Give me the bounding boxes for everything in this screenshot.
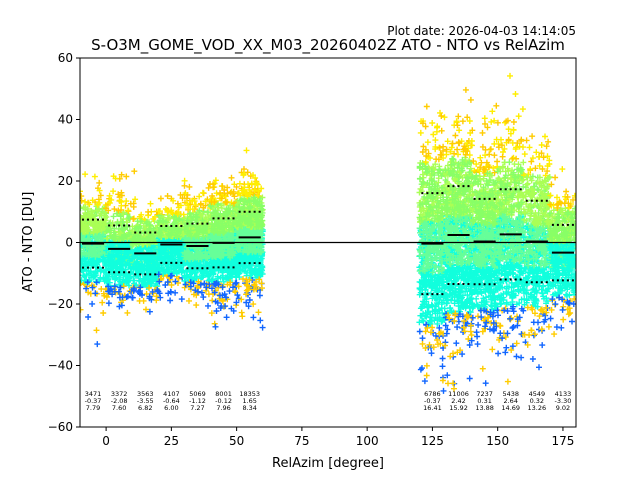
axes: 0 25 50 75 100 125 150 175 −60 −40 −20 0 20 40 60: [48, 51, 575, 448]
scatter-marker-group: [469, 170, 501, 228]
bin-std-label: 15.92: [449, 404, 468, 412]
scatter-marker-group: [416, 220, 449, 276]
bin-std-label: 16.41: [423, 404, 442, 412]
scatter-marker-group: [235, 147, 265, 200]
x-tick-label: 125: [421, 434, 444, 448]
y-axis-label: ATO - NTO [DU]: [21, 192, 36, 293]
scatter-marker-group: [105, 283, 136, 310]
bin-count-label: 18353: [239, 390, 260, 398]
bin-count-label: 3372: [111, 390, 128, 398]
bin-count-label: 3563: [137, 390, 154, 398]
y-tick-label: 0: [65, 236, 73, 250]
scatter-marker-group: [419, 103, 448, 384]
scatter-marker-group: [468, 307, 501, 387]
scatter-marker-group: [521, 222, 553, 269]
bin-count-label: 6786: [424, 390, 441, 398]
bin-mean-label: -3.30: [555, 397, 572, 405]
bin-mean-label: 0.32: [530, 397, 544, 405]
scatter-marker-group: [547, 238, 576, 299]
bin-count-label: 3471: [85, 390, 102, 398]
scatter-marker-group: [83, 279, 101, 348]
bin-count-label: 4549: [529, 390, 546, 398]
scatter-marker-group: [155, 197, 187, 218]
scatter-marker-group: [547, 205, 576, 245]
x-tick-label: 150: [486, 434, 509, 448]
bin-mean-label: 1.65: [242, 397, 256, 405]
bin-mean-label: 0.31: [477, 397, 491, 405]
bin-mean-label: 2.42: [451, 397, 465, 405]
x-tick-label: 175: [551, 434, 574, 448]
scatter-marker-group: [443, 86, 475, 392]
bin-std-label: 6.82: [138, 404, 152, 412]
bin-std-label: 7.60: [112, 404, 126, 412]
bin-std-label: 13.88: [475, 404, 494, 412]
bin-std-label: 7.79: [86, 404, 100, 412]
bin-std-label: 9.02: [556, 404, 570, 412]
bin-mean-label: -0.37: [424, 397, 441, 405]
bin-count-label: 5069: [189, 390, 206, 398]
x-tick-label: 75: [294, 434, 309, 448]
y-tick-label: 40: [58, 113, 73, 127]
scatter-marker-group: [233, 194, 266, 230]
x-tick-label: 100: [356, 434, 379, 448]
scatter-marker-group: [417, 109, 448, 165]
bin-mean-label: -3.55: [137, 397, 154, 405]
bin-count-label: 5438: [502, 390, 519, 398]
scatter-marker-group: [106, 173, 131, 214]
y-tick-label: −40: [48, 359, 73, 373]
scatter-marker-group: [442, 310, 475, 387]
scatter-marker-group: [209, 279, 240, 330]
bin-std-label: 14.69: [501, 404, 520, 412]
bin-std-label: 7.27: [190, 404, 204, 412]
scatter-points: [80, 72, 576, 394]
x-tick-label: 50: [229, 434, 244, 448]
bin-stat-labels: 3471-0.377.793372-2.087.603563-3.556.824…: [85, 390, 572, 412]
plot-date: Plot date: 2026-04-03 14:14:05: [387, 24, 576, 38]
bin-mean-label: -0.12: [215, 397, 232, 405]
bin-count-label: 7237: [476, 390, 493, 398]
y-tick-label: −60: [48, 420, 73, 434]
bin-std-label: 13.26: [528, 404, 547, 412]
scatter-marker-group: [155, 271, 186, 304]
bin-std-label: 8.34: [242, 404, 256, 412]
bin-mean-label: -0.64: [163, 397, 180, 405]
bin-count-label: 4107: [163, 390, 180, 398]
bin-count-label: 8001: [215, 390, 232, 398]
scatter-marker-group: [520, 174, 553, 228]
x-axis-label: RelAzim [degree]: [272, 456, 384, 471]
bin-count-label: 4133: [555, 390, 572, 398]
bin-mean-label: 2.64: [503, 397, 517, 405]
plot-frame: [79, 57, 577, 428]
y-tick-label: 20: [58, 174, 73, 188]
y-tick-label: −20: [48, 297, 73, 311]
chart-title: S-O3M_GOME_VOD_XX_M03_20260402Z ATO - NT…: [91, 36, 565, 55]
x-tick-label: 0: [102, 434, 110, 448]
bin-mean-label: -2.08: [111, 397, 128, 405]
bin-mean-label: -0.37: [85, 397, 102, 405]
scatter-marker-group: [468, 108, 501, 176]
scatter-marker-group: [155, 212, 186, 240]
scatter-marker-group: [495, 303, 527, 361]
scatter-marker-group: [182, 279, 213, 309]
scatter-marker-group: [521, 133, 553, 179]
x-tick-label: 25: [164, 434, 179, 448]
y-tick-label: 60: [58, 51, 73, 65]
bin-mean-label: -1.12: [189, 397, 206, 405]
bin-std-label: 7.96: [216, 404, 230, 412]
scatter-marker-group: [495, 72, 526, 161]
bin-count-label: 11006: [448, 390, 469, 398]
scatter-marker-group: [547, 294, 576, 331]
scatter-marker-group: [80, 171, 109, 209]
bin-std-label: 6.00: [164, 404, 178, 412]
bin-statistics: [80, 185, 576, 296]
scatter-marker-group: [129, 284, 162, 315]
